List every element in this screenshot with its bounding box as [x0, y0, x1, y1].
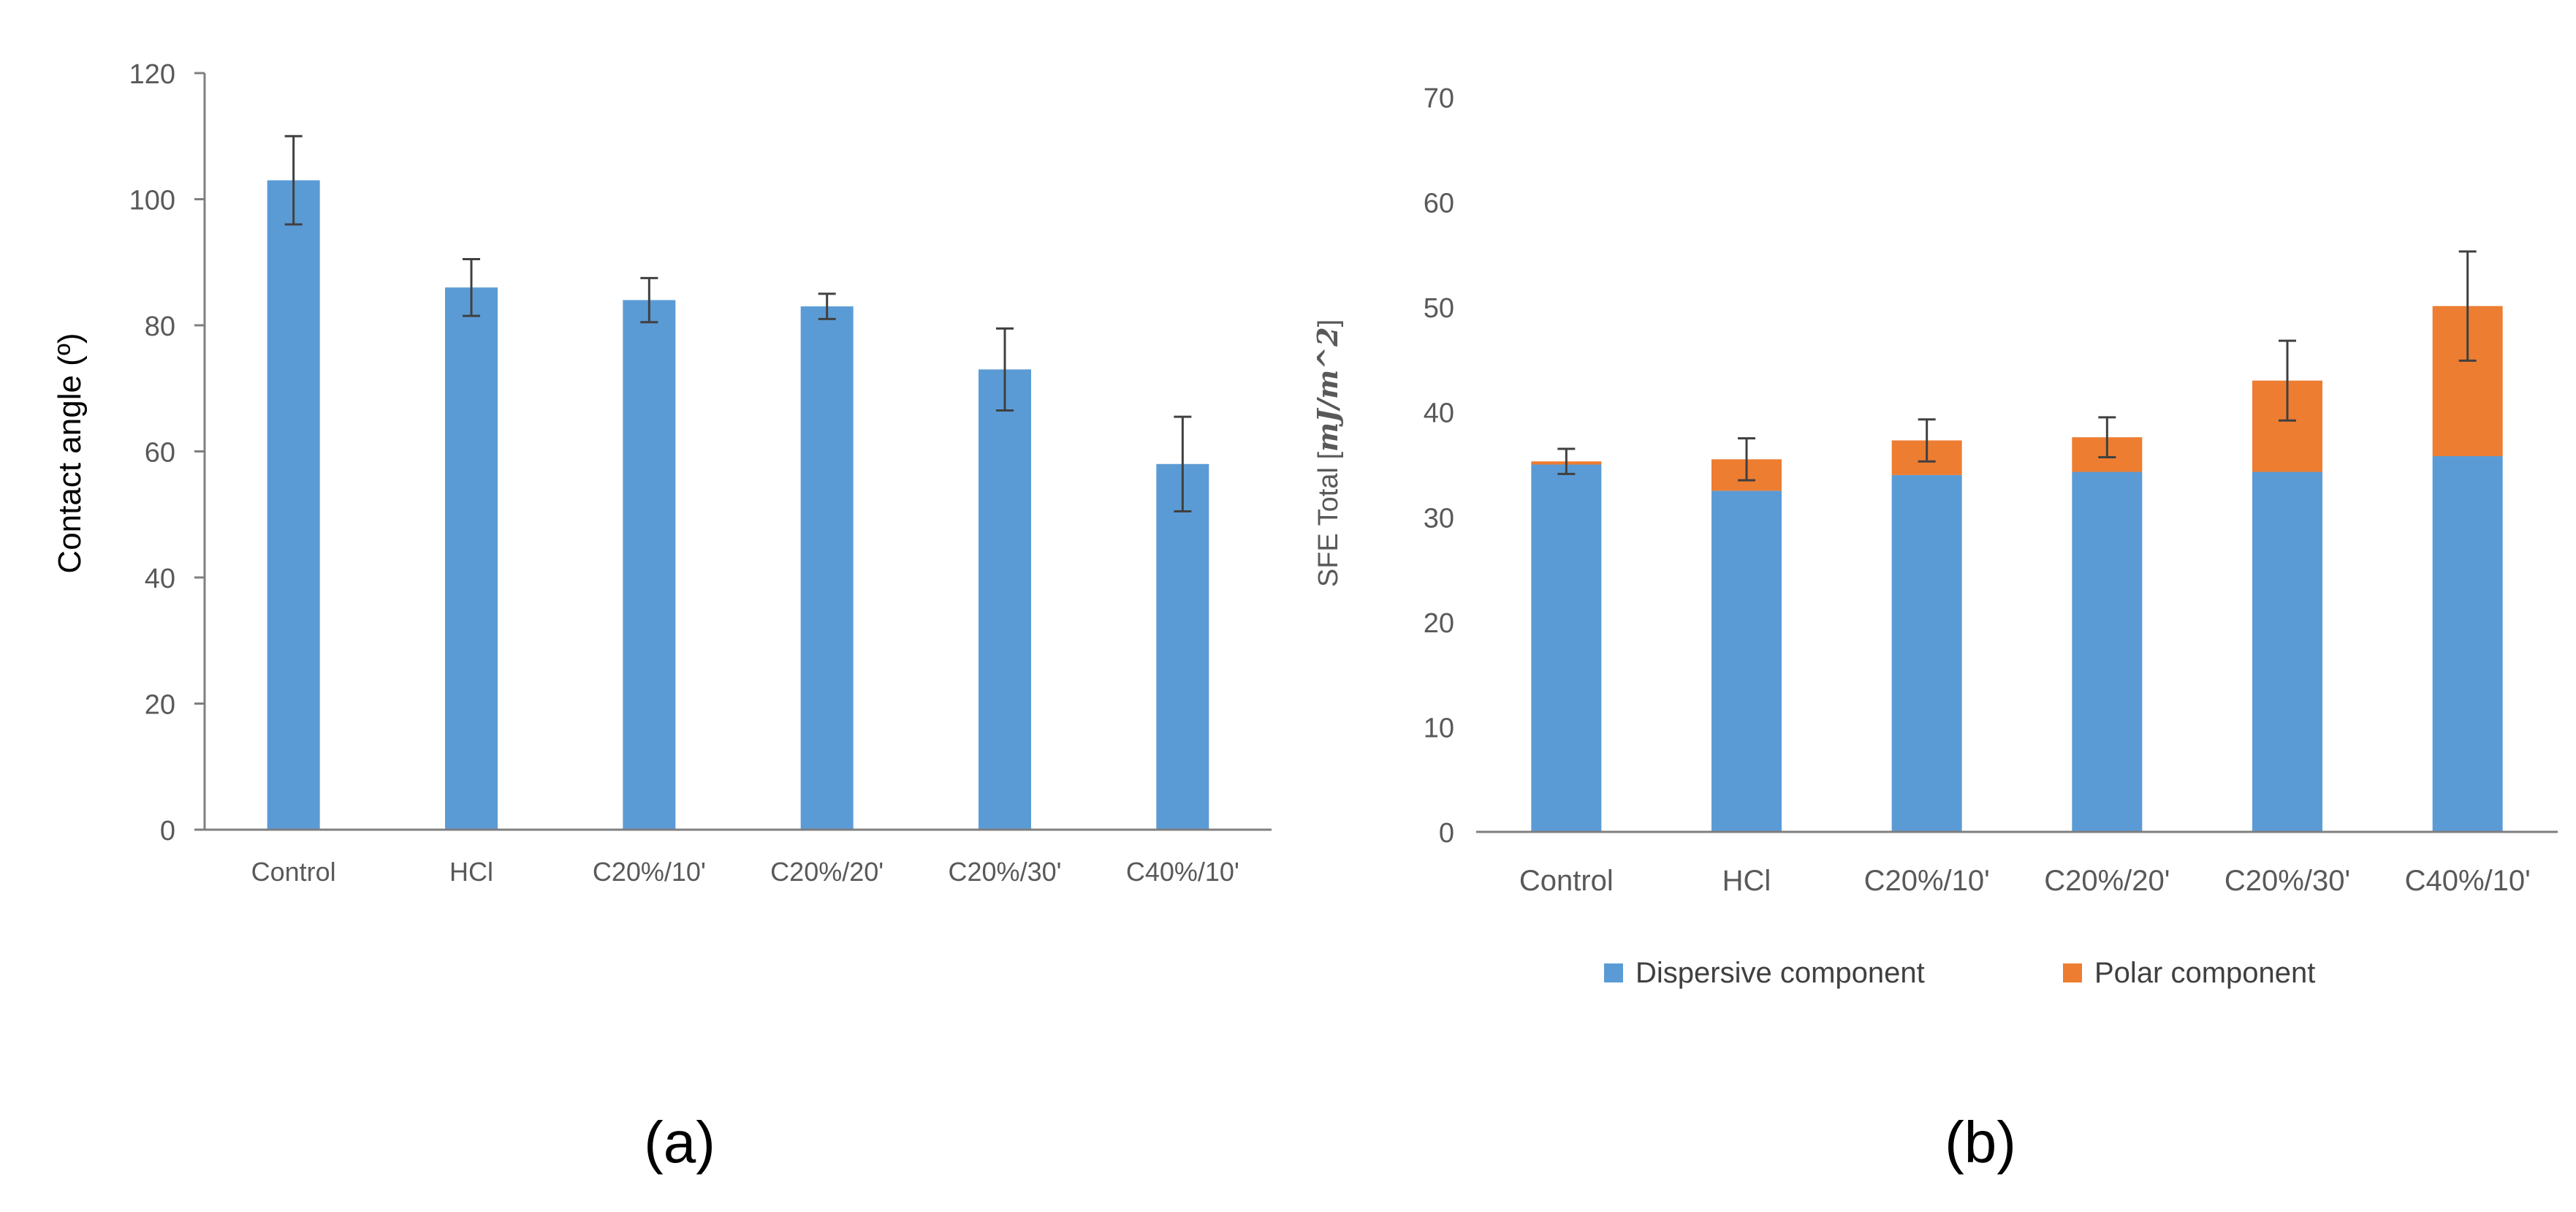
x-tick-label: C40%/10' [2405, 865, 2531, 897]
error-bar [1738, 437, 1755, 482]
bar-dispersive [2432, 456, 2503, 832]
y-axis-title-prefix: SFE Total [ [1313, 452, 1344, 588]
bar-dispersive [1711, 491, 1782, 832]
y-axis-title-suffix: ] [1313, 319, 1344, 327]
y-tick-label: 40 [1424, 398, 1454, 429]
y-tick-label: 0 [160, 816, 175, 846]
y-tick-label: 60 [1424, 189, 1454, 219]
error-bar [463, 257, 480, 317]
y-axis-ticks: 0 10 20 30 40 50 60 70 [1424, 83, 1454, 849]
panel-label-b: (b) [1945, 1110, 2016, 1175]
error-bar [284, 135, 303, 226]
legend-swatch-polar [2063, 963, 2082, 982]
y-tick-label: 10 [1424, 713, 1454, 743]
y-tick-label: 100 [129, 186, 175, 216]
bar-dispersive [2072, 471, 2143, 832]
x-tick-label: Control [251, 857, 336, 887]
y-tick-label: 120 [129, 59, 175, 90]
error-bar [1174, 415, 1192, 512]
contact-angle-chart: 0 20 40 60 80 100 120 Control HCl C20%/10' C20%/2… [52, 59, 1272, 1175]
error-bars [284, 135, 1192, 512]
bar-dispersive [2252, 471, 2322, 832]
stacked-bars [1531, 306, 2503, 832]
legend-swatch-dispersive [1604, 963, 1623, 982]
x-tick-label: C40%/10' [1126, 857, 1239, 887]
legend: Dispersive component Polar component [1604, 957, 2315, 989]
bar [445, 287, 498, 830]
error-bar [2279, 339, 2296, 422]
y-tick-label: 80 [145, 311, 175, 342]
legend-label-dispersive: Dispersive component [1635, 957, 1925, 989]
y-tick-label: 20 [145, 690, 175, 721]
y-axis-title: Contact angle (º) [52, 333, 88, 573]
error-bars [1557, 250, 2477, 482]
bar [800, 306, 854, 830]
error-bar [2458, 250, 2477, 362]
bar-dispersive [1891, 474, 1962, 832]
y-tick-label: 0 [1439, 818, 1454, 849]
y-tick-label: 60 [145, 438, 175, 469]
y-tick-label: 20 [1424, 608, 1454, 639]
bar-dispersive [1531, 464, 1602, 832]
x-axis-labels: Control HCl C20%/10' C20%/20' C20%/30' C40%/1… [251, 857, 1239, 887]
x-axis-labels: Control HCl C20%/10' C20%/20' C20%/30' C40%/1… [1519, 865, 2531, 897]
x-tick-label: Control [1519, 865, 1614, 897]
bar [979, 369, 1031, 830]
y-tick-label: 30 [1424, 503, 1454, 534]
x-tick-label: C20%/10' [593, 857, 706, 887]
y-axis-title-unit: mJ/m^2 [1311, 327, 1344, 452]
bars [267, 180, 1209, 830]
error-bar [640, 276, 658, 324]
panel-label-a: (a) [644, 1110, 715, 1175]
error-bar [1918, 418, 1936, 463]
y-axis-title: SFE Total [mJ/m^2] [1311, 319, 1344, 587]
x-tick-label: C20%/20' [770, 857, 884, 887]
bar [623, 300, 676, 830]
y-axis-ticks: 0 20 40 60 80 100 120 [129, 59, 205, 846]
x-tick-label: C20%/20' [2044, 865, 2170, 897]
bar [267, 180, 320, 830]
legend-label-polar: Polar component [2094, 957, 2315, 989]
x-tick-label: HCl [449, 857, 493, 887]
y-tick-label: 70 [1424, 83, 1454, 114]
error-bar [818, 292, 836, 320]
error-bar [2098, 416, 2116, 458]
x-tick-label: C20%/10' [1864, 865, 1990, 897]
error-bar [996, 327, 1014, 412]
y-tick-label: 40 [145, 564, 175, 594]
x-tick-label: C20%/30' [949, 857, 1062, 887]
y-tick-label: 50 [1424, 293, 1454, 324]
x-tick-label: HCl [1722, 865, 1771, 897]
sfe-chart: 0 10 20 30 40 50 60 70 Control HCl C20%/10' C20%/2… [1311, 83, 2558, 1175]
bar [1156, 463, 1209, 830]
x-tick-label: C20%/30' [2224, 865, 2350, 897]
error-bar [1557, 447, 1576, 475]
